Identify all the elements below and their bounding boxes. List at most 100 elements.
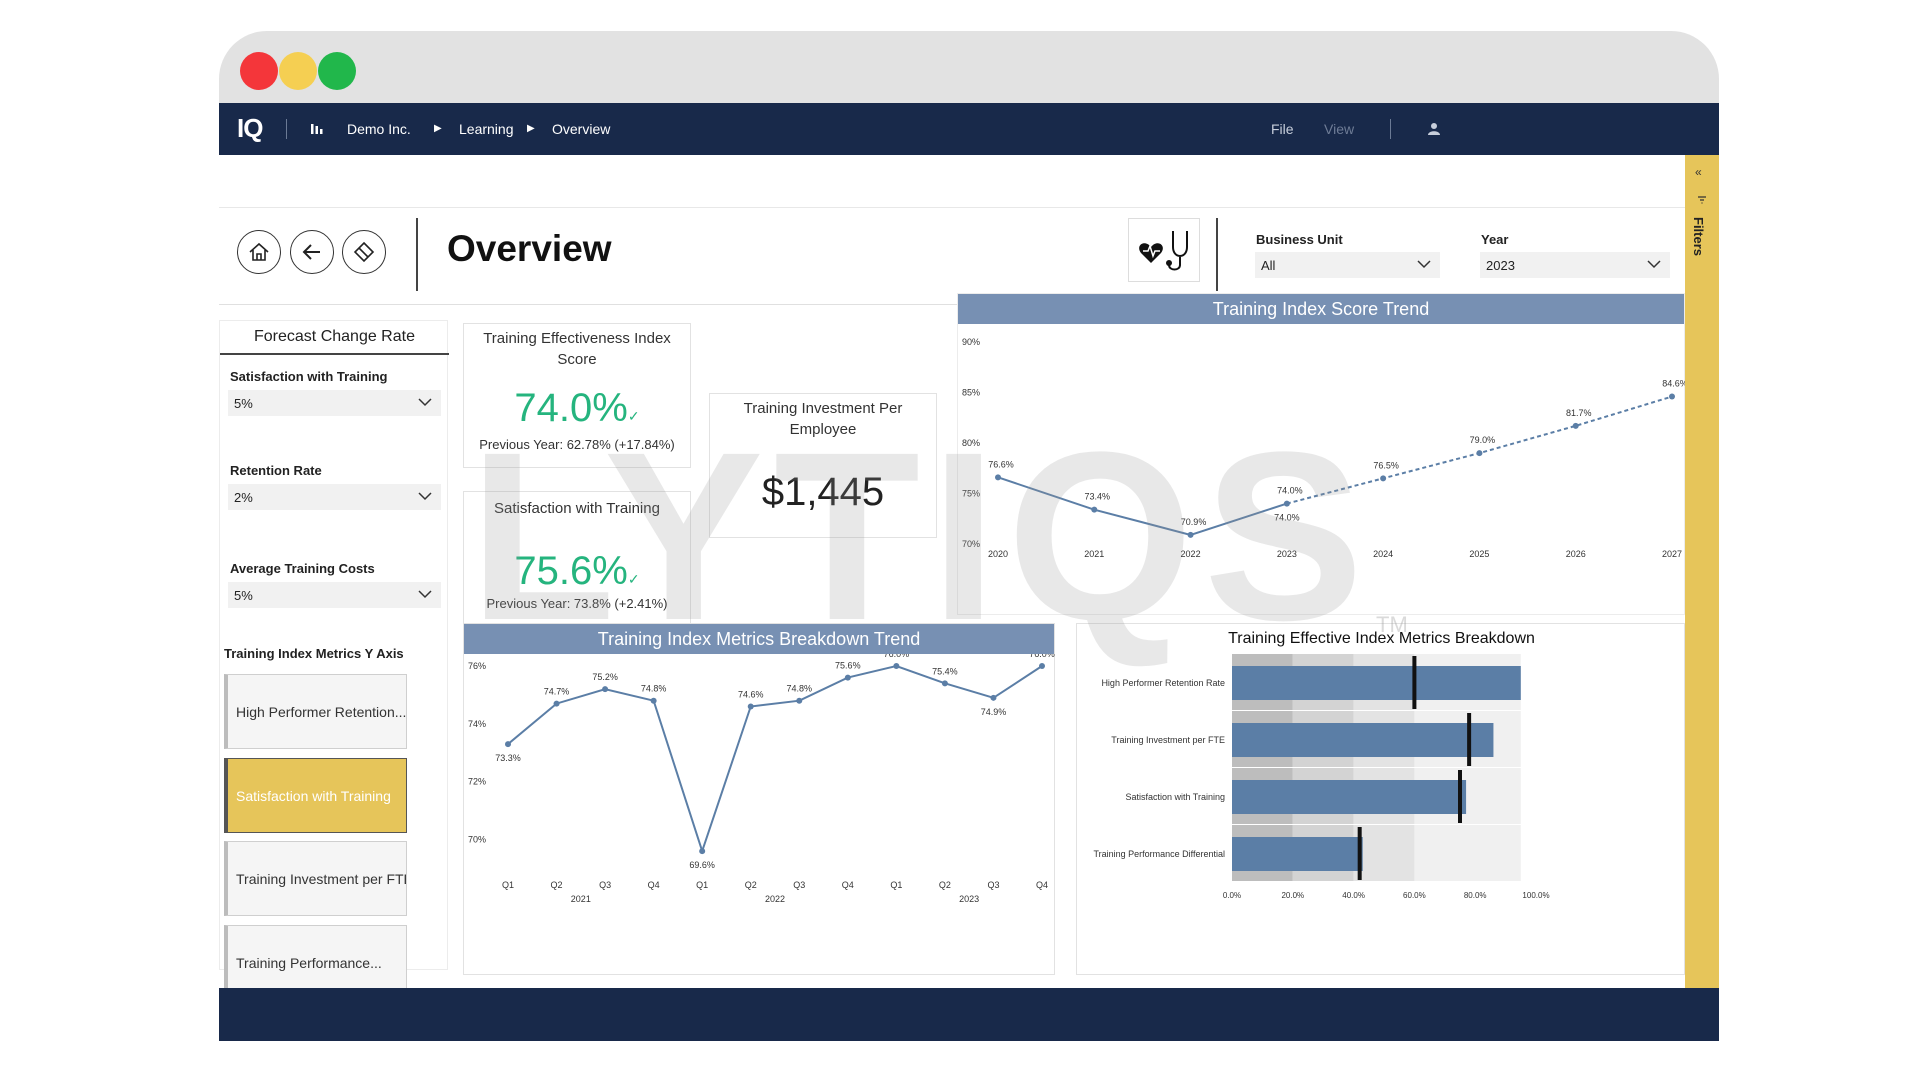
bar bbox=[1232, 837, 1363, 871]
heart-stethoscope-icon bbox=[1139, 231, 1188, 271]
series-line-forecast bbox=[1286, 395, 1673, 505]
data-label: 76.0% bbox=[884, 654, 910, 659]
forecast-panel: Forecast Change Rate Satisfaction with T… bbox=[219, 320, 449, 1000]
x-tick-label: Q3 bbox=[793, 880, 805, 890]
metrics-breakdown-card: Training Effective Index Metrics Breakdo… bbox=[1076, 623, 1685, 975]
divider bbox=[1390, 119, 1391, 139]
breadcrumb-learning[interactable]: Learning bbox=[459, 121, 514, 137]
filters-label: Filters bbox=[1691, 217, 1706, 257]
home-button[interactable] bbox=[237, 230, 281, 274]
x-tick-label: 100.0% bbox=[1522, 891, 1549, 900]
data-point bbox=[1187, 531, 1194, 538]
tile-training-performance[interactable]: Training Performance... bbox=[224, 925, 407, 1000]
x-tick-label: 2027 bbox=[1662, 549, 1682, 559]
data-label: 84.6% bbox=[1662, 379, 1686, 389]
breadcrumb-org[interactable]: Demo Inc. bbox=[347, 121, 411, 137]
view-menu[interactable]: View bbox=[1324, 121, 1355, 137]
metrics-breakdown-title: Training Effective Index Metrics Breakdo… bbox=[1228, 630, 1535, 647]
data-label: 70.9% bbox=[1181, 517, 1207, 527]
data-label: 76.6% bbox=[988, 459, 1014, 469]
collapse-chevron-icon[interactable]: « bbox=[1695, 165, 1702, 179]
x-tick-label: 2022 bbox=[1181, 549, 1201, 559]
eraser-icon bbox=[353, 241, 375, 263]
report-canvas: Overview Business Unit All Year 2023 bbox=[219, 155, 1719, 1000]
breadcrumb-overview[interactable]: Overview bbox=[552, 121, 611, 137]
kpi-satisfaction-title: Satisfaction with Training bbox=[494, 500, 660, 517]
back-button[interactable] bbox=[290, 230, 334, 274]
tile-satisfaction-with-training[interactable]: Satisfaction with Training bbox=[224, 758, 407, 833]
tile-high-performer-retention[interactable]: High Performer Retention... bbox=[224, 674, 407, 749]
data-point bbox=[844, 674, 851, 681]
file-menu[interactable]: File bbox=[1271, 121, 1294, 137]
breakdown-trend-chart: 70% 72% 74% 76% Q1 Q2 Q3 Q4 Q1 Q2 Q3 Q4 Q1 Q2 Q3 Q4 2021… bbox=[468, 654, 1055, 904]
x-tick-label: 2026 bbox=[1566, 549, 1586, 559]
x-tick-label: 2024 bbox=[1373, 549, 1393, 559]
x-tick-label: Q3 bbox=[987, 880, 999, 890]
maximize-window-dot[interactable] bbox=[318, 52, 356, 90]
satisfaction-forecast-dropdown[interactable]: 5% bbox=[228, 390, 441, 416]
divider bbox=[1216, 218, 1218, 291]
filters-pane[interactable]: « Filters bbox=[1685, 155, 1719, 988]
clear-filters-button[interactable] bbox=[342, 230, 386, 274]
data-label: 75.6% bbox=[835, 661, 861, 671]
category-label: High Performer Retention Rate bbox=[1101, 678, 1225, 688]
y-tick-label: 76% bbox=[468, 661, 486, 671]
bar-chart-icon bbox=[311, 124, 323, 134]
x-tick-label: 20.0% bbox=[1281, 891, 1304, 900]
category-label: Satisfaction with Training bbox=[1125, 792, 1225, 802]
watermark-tm: TM bbox=[1376, 612, 1408, 637]
category-label: Training Performance Differential bbox=[1093, 849, 1225, 859]
chevron-down-icon bbox=[418, 492, 432, 501]
satisfaction-forecast-value: 5% bbox=[234, 396, 253, 411]
user-icon[interactable] bbox=[1427, 122, 1441, 136]
score-trend-title: Training Index Score Trend bbox=[958, 294, 1684, 324]
retention-forecast-label: Retention Rate bbox=[230, 463, 322, 478]
retention-forecast-dropdown[interactable]: 2% bbox=[228, 484, 441, 510]
divider bbox=[286, 119, 287, 139]
app-window: IQ Demo Inc. ▶ Learning ▶ Overview File … bbox=[219, 31, 1719, 1041]
x-tick-label: 40.0% bbox=[1342, 891, 1365, 900]
x-tick-label: 2023 bbox=[1277, 549, 1297, 559]
arrow-left-icon bbox=[302, 244, 320, 260]
data-point bbox=[995, 474, 1001, 481]
x-tick-label: 2020 bbox=[988, 549, 1008, 559]
y-tick-label: 90% bbox=[962, 337, 980, 347]
breakdown-trend-card: Training Index Metrics Breakdown Trend 7… bbox=[463, 623, 1055, 975]
data-point bbox=[650, 697, 657, 704]
tile-training-investment-per-fte[interactable]: Training Investment per FTE bbox=[224, 841, 407, 916]
x-tick-label: Q4 bbox=[1036, 880, 1048, 890]
data-label: 75.2% bbox=[592, 672, 618, 682]
data-label: 74.0% bbox=[1274, 513, 1300, 523]
check-icon: ✓ bbox=[627, 571, 640, 587]
series-line bbox=[507, 664, 1043, 855]
business-unit-dropdown[interactable]: All bbox=[1255, 252, 1440, 278]
kpi-satisfaction-previous: Previous Year: 73.8% (+2.41%) bbox=[486, 596, 668, 611]
bar bbox=[1232, 666, 1521, 700]
health-button[interactable] bbox=[1128, 218, 1200, 282]
range-band bbox=[1353, 825, 1415, 881]
costs-forecast-dropdown[interactable]: 5% bbox=[228, 582, 441, 608]
data-point bbox=[1091, 506, 1098, 513]
data-point bbox=[1572, 422, 1579, 429]
kpi-investment-card: Training Investment Per Employee $1,445 bbox=[709, 393, 937, 538]
retention-forecast-value: 2% bbox=[234, 490, 253, 505]
data-label: 69.6% bbox=[689, 860, 715, 870]
kpi-investment-title: Training Investment Per Employee bbox=[743, 400, 903, 438]
category-label: Training Investment per FTE bbox=[1111, 735, 1225, 745]
data-point bbox=[796, 697, 803, 704]
satisfaction-forecast-label: Satisfaction with Training bbox=[230, 369, 388, 384]
year-dropdown[interactable]: 2023 bbox=[1480, 252, 1670, 278]
home-icon bbox=[249, 242, 269, 261]
costs-forecast-value: 5% bbox=[234, 588, 253, 603]
minimize-window-dot[interactable] bbox=[279, 52, 317, 90]
x-tick-label: 0.0% bbox=[1223, 891, 1241, 900]
kpi-investment-value: $1,445 bbox=[761, 470, 885, 514]
metrics-breakdown-chart: High Performer Retention Rate Training In… bbox=[1093, 654, 1550, 900]
divider bbox=[416, 218, 418, 291]
x-tick-label: 2025 bbox=[1469, 549, 1489, 559]
app-logo[interactable]: IQ bbox=[237, 113, 263, 143]
close-window-dot[interactable] bbox=[240, 52, 278, 90]
target-marker bbox=[1458, 770, 1462, 823]
target-marker bbox=[1467, 713, 1472, 766]
target-marker bbox=[1357, 827, 1362, 880]
